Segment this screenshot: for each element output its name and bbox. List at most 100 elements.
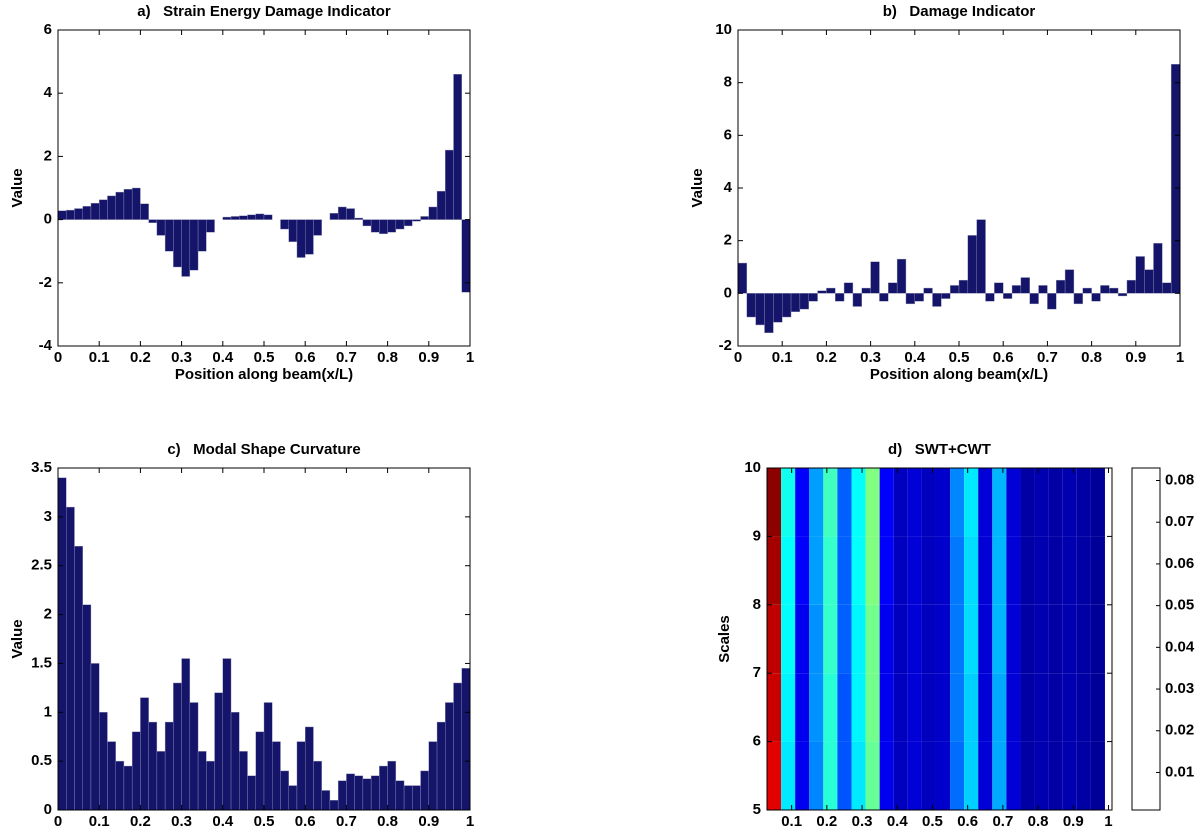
bar [843, 282, 854, 294]
heat-cell [1048, 741, 1063, 810]
bar [263, 214, 273, 220]
bar [461, 219, 471, 293]
y-tick-label: 0.5 [31, 752, 52, 769]
x-tick-label: 0.2 [130, 349, 151, 366]
heat-cell [1048, 604, 1063, 674]
bar [346, 208, 355, 220]
x-tick-label: 0.7 [336, 813, 357, 830]
heat-cell [795, 536, 810, 605]
heat-cell [795, 741, 810, 810]
heat-cell [893, 604, 908, 674]
heat-cell [1034, 741, 1049, 810]
colorbar [1131, 467, 1161, 811]
colorbar [1131, 467, 1161, 811]
x-tick-label: 0.9 [1063, 813, 1084, 830]
bar [90, 202, 100, 220]
heat-cell [1034, 468, 1049, 537]
bar [346, 773, 355, 811]
bar [90, 663, 100, 811]
heat-cell [851, 741, 866, 810]
bar [57, 477, 67, 811]
bar [57, 210, 67, 220]
heat-cell [767, 604, 782, 674]
bar [1170, 64, 1181, 294]
bar [436, 190, 446, 220]
bar [395, 219, 405, 230]
heat-cell [1034, 536, 1049, 605]
heat-cell [1006, 536, 1021, 605]
heat-cell [823, 604, 838, 674]
heat-cell [1020, 673, 1035, 742]
heat-cell [781, 604, 796, 674]
bar [1153, 243, 1163, 294]
bar [914, 293, 924, 302]
x-tick-label: 0.8 [377, 349, 398, 366]
bar [994, 282, 1004, 294]
bar [835, 293, 845, 302]
bar [1162, 282, 1172, 294]
bar [755, 293, 765, 326]
bar [123, 189, 133, 220]
heat-cell [1048, 468, 1063, 537]
bar [445, 702, 454, 811]
bar [255, 213, 265, 220]
heat-cell [851, 536, 866, 605]
y-axis-label: Value [9, 168, 26, 207]
heat-cell [1076, 468, 1091, 537]
x-tick-label: 1 [466, 349, 474, 366]
bar [888, 282, 898, 294]
bar [247, 214, 256, 220]
heat-cell [767, 673, 782, 742]
bar [337, 206, 347, 220]
y-tick-label: 8 [724, 74, 732, 91]
colorbar-tick-label: 0.02 [1165, 722, 1194, 739]
bar [164, 721, 174, 811]
colorbar-tick-label: 0.05 [1165, 597, 1194, 614]
heat-cell [851, 673, 866, 742]
bar [985, 293, 995, 302]
bar [288, 219, 298, 242]
heat-cell [921, 468, 936, 537]
bar [905, 293, 916, 305]
heat-cell [851, 468, 866, 537]
heat-cell [964, 468, 979, 537]
bar [817, 290, 827, 294]
heat-cell [1006, 604, 1021, 674]
heat-cell [1048, 673, 1063, 742]
heat-cell [978, 673, 993, 742]
bar [263, 702, 273, 811]
heat-cell [1090, 741, 1105, 810]
colorbar-tick-label: 0.06 [1165, 555, 1194, 572]
y-tick-label: 6 [753, 733, 761, 750]
bar [296, 741, 306, 811]
heat-cell [935, 604, 951, 674]
heat-cell [921, 741, 936, 810]
bar [958, 279, 969, 294]
bar [189, 702, 199, 811]
heat-cell [1090, 673, 1105, 742]
x-tick-label: 0 [54, 349, 62, 366]
heat-cell [921, 536, 936, 605]
x-tick-label: 0.1 [772, 349, 793, 366]
heat-cell [767, 741, 782, 810]
bar [107, 741, 116, 811]
bar [239, 215, 248, 220]
x-tick-label: 0.2 [816, 349, 837, 366]
heat-cell [781, 673, 796, 742]
x-tick-label: 0.1 [89, 813, 110, 830]
heat-cell [823, 536, 838, 605]
heat-cell [950, 673, 965, 742]
bar [782, 293, 792, 318]
heat-cell [865, 536, 880, 605]
bar [428, 206, 438, 220]
heat-cell [1020, 468, 1035, 537]
bar [214, 692, 223, 811]
heat-cell [1020, 604, 1035, 674]
bar [197, 751, 207, 811]
heat-cell [879, 673, 894, 742]
bar [197, 219, 207, 252]
heat-cell [950, 468, 965, 537]
bar [412, 785, 421, 811]
bar [255, 731, 265, 811]
y-tick-label: 3.5 [31, 459, 52, 476]
